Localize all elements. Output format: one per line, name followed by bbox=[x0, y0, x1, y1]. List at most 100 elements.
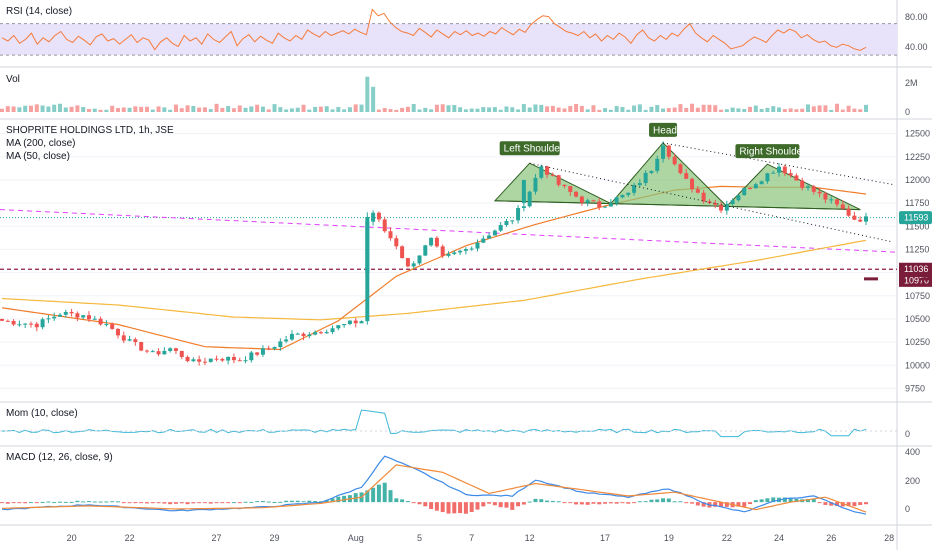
volume-bar-120 bbox=[695, 107, 700, 112]
candle-body-53 bbox=[307, 334, 312, 337]
macd-hist-bar-144 bbox=[835, 502, 840, 506]
price-tick-11250: 11250 bbox=[905, 244, 929, 254]
volume-panel: Vol 2M 0 bbox=[0, 74, 918, 117]
time-tick-19: 19 bbox=[664, 533, 674, 543]
price-tick-12000: 12000 bbox=[905, 175, 930, 185]
candle-body-8 bbox=[46, 318, 51, 320]
macd-hist-bar-24 bbox=[139, 502, 144, 504]
macd-hist-bar-124 bbox=[719, 502, 724, 507]
volume-bar-149 bbox=[864, 104, 868, 112]
candle-body-105 bbox=[608, 203, 613, 207]
volume-bar-15 bbox=[86, 109, 91, 112]
volume-bar-23 bbox=[133, 106, 138, 112]
volume-bar-140 bbox=[811, 106, 816, 112]
macd-hist-bar-51 bbox=[295, 500, 300, 503]
volume-bar-116 bbox=[672, 107, 677, 112]
macd-hist-bar-42 bbox=[243, 501, 248, 503]
level-tag-a: 11036 bbox=[904, 264, 928, 274]
last-price-tag-bg bbox=[899, 211, 932, 225]
candle-body-7 bbox=[40, 319, 45, 328]
macd-hist-bar-130 bbox=[753, 500, 758, 503]
macd-hist-bar-33 bbox=[191, 502, 196, 504]
candle-body-39 bbox=[226, 356, 231, 361]
time-axis: 20 22 27 29 Aug 5 7 12 17 19 22 24 26 28 bbox=[67, 533, 895, 543]
volume-bar-138 bbox=[800, 108, 805, 112]
volume-bar-147 bbox=[852, 108, 857, 112]
candle-body-30 bbox=[173, 348, 178, 351]
volume-bar-57 bbox=[330, 109, 335, 112]
macd-hist-bar-68 bbox=[394, 498, 399, 503]
candle-body-146 bbox=[846, 208, 851, 216]
macd-hist-bar-99 bbox=[574, 502, 579, 505]
volume-bar-48 bbox=[278, 107, 283, 112]
macd-hist-bar-55 bbox=[318, 501, 323, 503]
macd-hist-bar-65 bbox=[376, 484, 381, 503]
volume-bar-51 bbox=[295, 107, 300, 112]
candle-body-35 bbox=[202, 361, 207, 363]
candle-body-47 bbox=[272, 347, 277, 349]
volume-title: Vol bbox=[6, 74, 20, 85]
macd-hist-bar-92 bbox=[533, 498, 538, 503]
macd-histogram bbox=[0, 482, 868, 514]
candle-body-75 bbox=[434, 237, 439, 247]
macd-title: MACD (12, 26, close, 9) bbox=[6, 452, 113, 463]
volume-bar-58 bbox=[336, 107, 341, 112]
candle-body-106 bbox=[614, 197, 619, 204]
macd-hist-bar-139 bbox=[806, 498, 811, 503]
time-tick-24: 24 bbox=[774, 533, 784, 543]
macd-hist-bar-50 bbox=[289, 500, 294, 503]
volume-bar-20 bbox=[115, 108, 120, 112]
price-panel: SHOPRITE HOLDINGS LTD, 1h, JSE MA (200, … bbox=[0, 122, 932, 393]
volume-bar-65 bbox=[376, 109, 381, 112]
macd-hist-bar-7 bbox=[40, 501, 45, 503]
volume-bar-73 bbox=[423, 107, 428, 112]
macd-hist-bar-104 bbox=[603, 502, 608, 504]
macd-hist-bar-5 bbox=[28, 502, 33, 504]
candle-body-92 bbox=[533, 177, 538, 192]
candle-body-89 bbox=[516, 207, 521, 221]
macd-hist-bar-91 bbox=[527, 501, 532, 503]
momentum-panel: Mom (10, close) 0 bbox=[0, 408, 910, 439]
candle-body-99 bbox=[574, 191, 579, 197]
volume-bar-130 bbox=[753, 105, 758, 112]
ma-50-path bbox=[1, 185, 867, 351]
candle-body-83 bbox=[481, 238, 486, 243]
volume-bar-28 bbox=[162, 107, 167, 112]
macd-hist-bar-63 bbox=[365, 490, 370, 503]
volume-bar-81 bbox=[469, 108, 474, 112]
candle-body-25 bbox=[144, 350, 149, 352]
volume-bar-106 bbox=[614, 106, 619, 112]
candle-body-22 bbox=[127, 339, 132, 341]
candle-body-9 bbox=[52, 316, 57, 319]
candle-body-10 bbox=[57, 314, 62, 317]
price-tick-11750: 11750 bbox=[905, 198, 929, 208]
candle-body-147 bbox=[852, 215, 857, 220]
volume-bar-74 bbox=[429, 109, 434, 112]
left-shoulder-label: Left Shoulder bbox=[504, 144, 564, 155]
candle-body-34 bbox=[197, 359, 202, 362]
candle-body-62 bbox=[359, 321, 364, 324]
candle-body-37 bbox=[214, 358, 219, 360]
candle-body-16 bbox=[92, 318, 97, 320]
macd-hist-bar-25 bbox=[144, 502, 149, 504]
macd-hist-bar-83 bbox=[481, 502, 486, 507]
macd-hist-bar-86 bbox=[498, 502, 503, 508]
candle-body-78 bbox=[452, 252, 457, 255]
candle-body-130 bbox=[753, 184, 758, 189]
volume-bar-122 bbox=[707, 104, 712, 112]
candle-body-79 bbox=[458, 250, 463, 253]
volume-bar-104 bbox=[603, 108, 608, 112]
volume-bar-75 bbox=[434, 104, 439, 112]
macd-hist-bar-109 bbox=[632, 502, 637, 504]
neckline bbox=[494, 200, 861, 211]
candle-body-96 bbox=[556, 175, 561, 185]
volume-bar-99 bbox=[574, 103, 579, 112]
volume-bar-72 bbox=[417, 109, 422, 112]
candle-body-33 bbox=[191, 359, 196, 362]
macd-hist-bar-114 bbox=[661, 498, 666, 503]
macd-hist-bar-15 bbox=[86, 501, 91, 503]
rsi-tick-40: 40.00 bbox=[905, 42, 928, 52]
legend-ma50: MA (50, close) bbox=[6, 151, 70, 162]
volume-bar-18 bbox=[104, 109, 109, 112]
volume-bar-131 bbox=[759, 108, 764, 112]
